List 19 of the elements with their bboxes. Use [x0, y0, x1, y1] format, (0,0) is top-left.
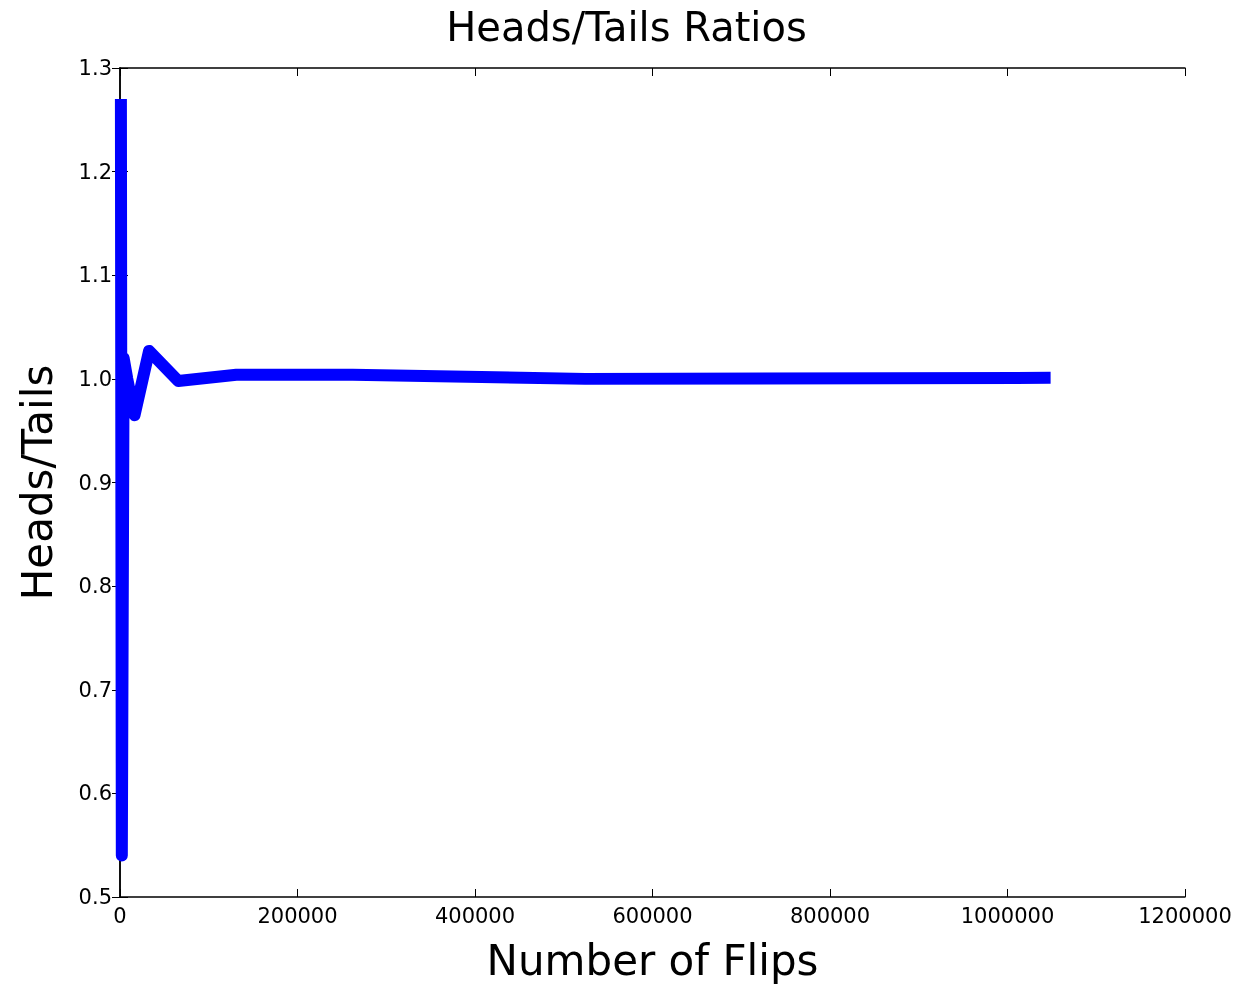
y-tick-label: 1.3 — [78, 56, 112, 80]
y-tick-label: 0.6 — [78, 781, 112, 806]
x-tick-label: 1000000 — [960, 903, 1055, 928]
x-tick-label: 200000 — [257, 903, 338, 928]
x-tick-label: 600000 — [612, 903, 693, 928]
y-tick-label: 0.8 — [78, 574, 112, 599]
y-tick-label: 0.5 — [78, 885, 112, 909]
y-axis-title: Heads/Tails — [12, 364, 62, 601]
y-tick-label: 0.7 — [78, 677, 112, 702]
y-tick-label: 0.9 — [78, 470, 112, 495]
y-tick-label: 1.0 — [78, 366, 112, 391]
x-tick-label: 400000 — [434, 903, 516, 928]
x-axis-title: Number of Flips — [486, 935, 819, 985]
x-tick-label: 800000 — [789, 903, 871, 928]
x-tick-label: 0 — [113, 903, 127, 928]
y-tick-label: 1.2 — [78, 159, 112, 184]
y-tick-label: 1.1 — [78, 263, 112, 288]
chart-title: Heads/Tails Ratios — [446, 4, 807, 50]
x-tick-label: 1200000 — [1138, 903, 1232, 928]
